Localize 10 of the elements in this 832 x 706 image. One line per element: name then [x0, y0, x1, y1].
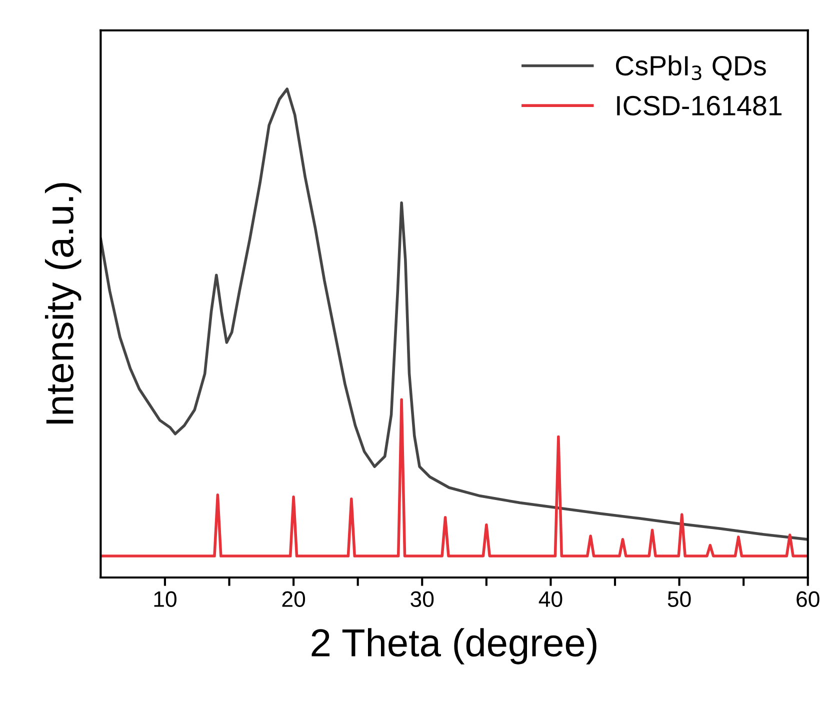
- x-tick-label: 60: [796, 591, 820, 608]
- x-axis-title: 2 Theta (degree): [312, 628, 596, 664]
- x-tick-label: 40: [538, 591, 562, 608]
- x-tick-label: 50: [668, 591, 691, 608]
- x-tick-label: 30: [410, 591, 434, 608]
- x-tick-label: 20: [282, 591, 306, 608]
- legend-label: ICSD-161481: [617, 96, 782, 116]
- y-axis-title: Intensity (a.u.): [44, 183, 82, 424]
- x-tick-label: 10: [154, 591, 176, 608]
- legend-label: CsPbI$_{3}$ QDs: [616, 55, 766, 81]
